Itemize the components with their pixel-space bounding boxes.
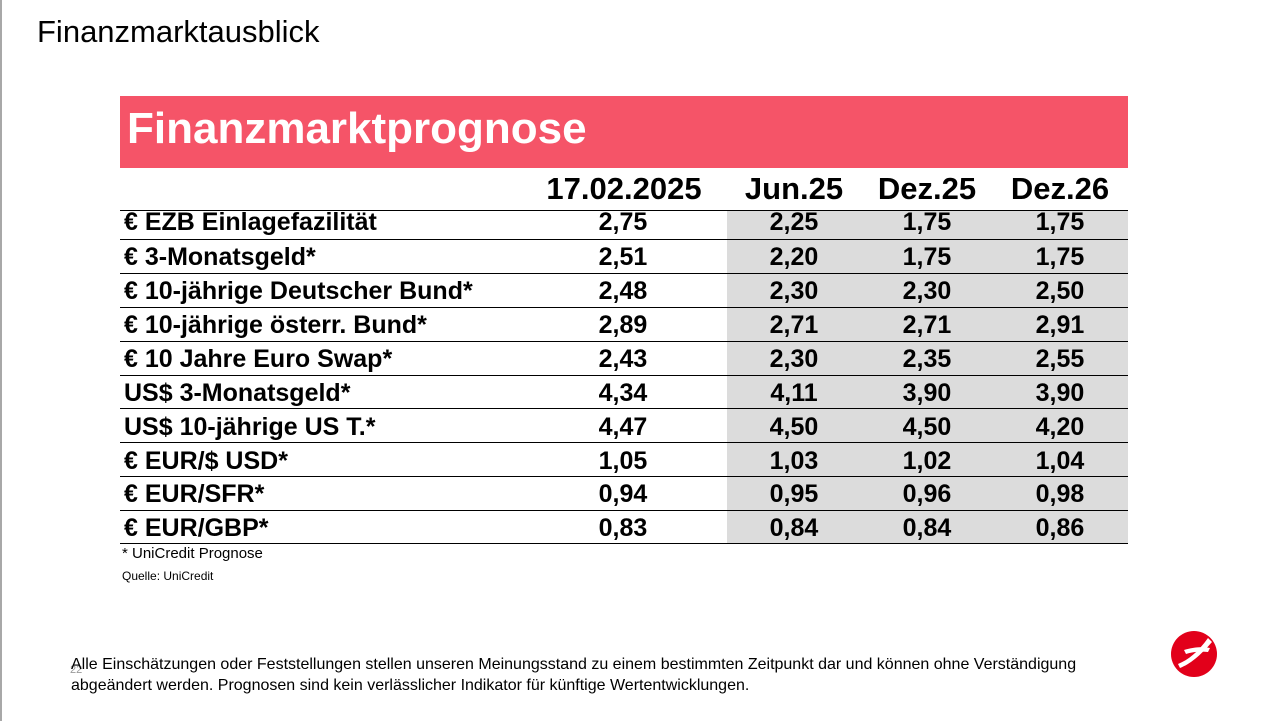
col-header-dez26: Dez.26 — [1010, 171, 1110, 206]
table-row: US$ 10-jährige US T.* 4,47 4,50 4,50 4,2… — [120, 411, 1128, 444]
cell-value: 2,20 — [769, 243, 819, 271]
cell-value: 0,96 — [902, 480, 952, 508]
cell-value: 2,89 — [598, 311, 648, 339]
cell-value: 1,75 — [902, 208, 952, 236]
row-label: US$ 10-jährige US T.* — [124, 413, 376, 441]
col-header-dez25: Dez.25 — [877, 171, 977, 206]
cell-value: 2,30 — [769, 345, 819, 373]
cell-value: 0,83 — [598, 514, 648, 542]
table-divider — [120, 442, 1128, 443]
page-left-border — [0, 0, 2, 721]
cell-value: 0,95 — [769, 480, 819, 508]
table-divider — [120, 375, 1128, 376]
cell-value: 1,75 — [1035, 208, 1085, 236]
table-divider — [120, 273, 1128, 274]
unicredit-logo-icon — [1171, 631, 1217, 677]
cell-value: 1,05 — [598, 447, 648, 475]
cell-value: 0,94 — [598, 480, 648, 508]
table-row: € 10-jährige Deutscher Bund* 2,48 2,30 2… — [120, 275, 1128, 308]
cell-value: 1,03 — [769, 447, 819, 475]
cell-value: 2,51 — [598, 243, 648, 271]
table-row: US$ 3-Monatsgeld* 4,34 4,11 3,90 3,90 — [120, 377, 1128, 410]
table-row: € EUR/SFR* 0,94 0,95 0,96 0,98 — [120, 478, 1128, 511]
footnote: * UniCredit Prognose — [122, 545, 263, 562]
cell-value: 4,34 — [598, 379, 648, 407]
cell-value: 2,35 — [902, 345, 952, 373]
cell-value: 4,11 — [770, 379, 818, 407]
row-label: € EUR/GBP* — [124, 514, 269, 542]
cell-value: 4,47 — [598, 413, 648, 441]
disclaimer-text: Alle Einschätzungen oder Feststellungen … — [71, 656, 1077, 694]
table-row: € 10-jährige österr. Bund* 2,89 2,71 2,7… — [120, 309, 1128, 342]
table-divider — [120, 510, 1128, 511]
cell-value: 3,90 — [902, 379, 952, 407]
cell-value: 2,71 — [769, 311, 819, 339]
table-divider — [120, 341, 1128, 342]
table-row: € 3-Monatsgeld* 2,51 2,20 1,75 1,75 — [120, 241, 1128, 274]
cell-value: 2,30 — [769, 277, 819, 305]
banner-title: Finanzmarktprognose — [127, 104, 587, 153]
banner: Finanzmarktprognose — [120, 96, 1128, 168]
cell-value: 2,50 — [1035, 277, 1085, 305]
row-label: € EZB Einlagefazilität — [124, 208, 377, 236]
cell-value: 1,75 — [902, 243, 952, 271]
cell-value: 2,91 — [1035, 311, 1085, 339]
cell-value: 2,55 — [1035, 345, 1085, 373]
cell-value: 3,90 — [1035, 379, 1085, 407]
cell-value: 0,98 — [1035, 480, 1085, 508]
cell-value: 2,71 — [902, 311, 952, 339]
row-label: € EUR/SFR* — [124, 480, 265, 508]
cell-value: 1,02 — [902, 447, 952, 475]
cell-value: 4,20 — [1035, 413, 1085, 441]
table-row: € EUR/GBP* 0,83 0,84 0,84 0,86 — [120, 512, 1128, 545]
table-divider — [120, 210, 1128, 211]
table-divider — [120, 408, 1128, 409]
row-label: € 10 Jahre Euro Swap* — [124, 345, 393, 373]
cell-value: 2,43 — [598, 345, 648, 373]
cell-value: 0,84 — [902, 514, 952, 542]
row-label: € 10-jährige Deutscher Bund* — [124, 277, 473, 305]
cell-value: 4,50 — [769, 413, 819, 441]
col-header-current: 17.02.2025 — [546, 171, 702, 206]
cell-value: 2,48 — [598, 277, 648, 305]
row-label: € EUR/$ USD* — [124, 447, 288, 475]
row-label: € 10-jährige österr. Bund* — [124, 311, 427, 339]
cell-value: 2,25 — [769, 208, 819, 236]
cell-value: 0,84 — [769, 514, 819, 542]
cell-value: 2,30 — [902, 277, 952, 305]
cell-value: 1,75 — [1035, 243, 1085, 271]
page-number: 22 — [70, 664, 83, 676]
cell-value: 1,04 — [1035, 447, 1085, 475]
cell-value: 4,50 — [902, 413, 952, 441]
table-row: € 10 Jahre Euro Swap* 2,43 2,30 2,35 2,5… — [120, 343, 1128, 376]
row-label: US$ 3-Monatsgeld* — [124, 379, 351, 407]
cell-value: 0,86 — [1035, 514, 1085, 542]
page-title: Finanzmarktausblick — [37, 14, 320, 49]
col-header-jun25: Jun.25 — [744, 171, 844, 206]
row-label: € 3-Monatsgeld* — [124, 243, 316, 271]
cell-value: 2,75 — [598, 208, 648, 236]
table-divider — [120, 476, 1128, 477]
table-row: € EUR/$ USD* 1,05 1,03 1,02 1,04 — [120, 445, 1128, 478]
table-divider — [120, 543, 1128, 544]
table-divider — [120, 239, 1128, 240]
forecast-shading — [727, 211, 1128, 544]
table-row: € EZB Einlagefazilität 2,75 2,25 1,75 1,… — [120, 206, 1128, 239]
table-divider — [120, 307, 1128, 308]
source-note: Quelle: UniCredit — [122, 569, 214, 583]
